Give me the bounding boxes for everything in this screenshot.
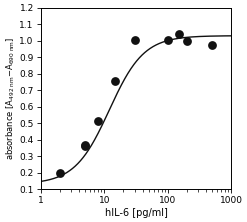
Point	[83, 144, 87, 147]
Point	[133, 38, 137, 42]
X-axis label: hIL-6 [pg/ml]: hIL-6 [pg/ml]	[105, 208, 167, 218]
Point	[210, 43, 214, 47]
Y-axis label: absorbance [$\mathregular{A_{492\ nm}}$$-$$\mathregular{A_{690\ nm}}$]: absorbance [$\mathregular{A_{492\ nm}}$$…	[4, 37, 17, 160]
Point	[58, 172, 62, 175]
Point	[166, 38, 170, 42]
Point	[185, 39, 189, 42]
Point	[83, 145, 87, 148]
Point	[96, 119, 100, 123]
Point	[177, 32, 181, 36]
Point	[114, 79, 118, 83]
